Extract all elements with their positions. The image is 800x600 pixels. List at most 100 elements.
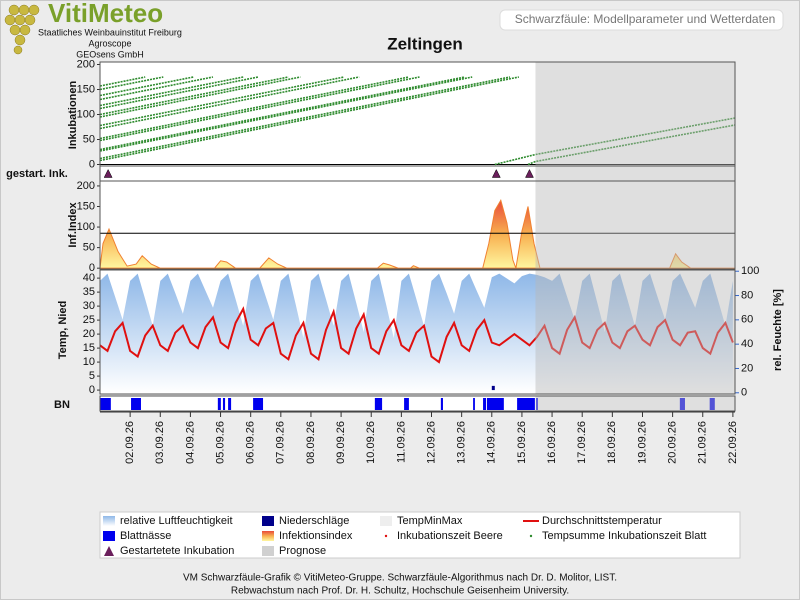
x-tick-label: 16.09.26 [546, 421, 558, 464]
x-tick-label: 06.09.26 [245, 421, 257, 464]
y-axis-label: gestart. Ink. [6, 168, 68, 180]
y-tick-label: 100 [77, 108, 95, 120]
y-tick-label: 25 [83, 314, 95, 326]
y-tick-label: 0 [89, 158, 95, 170]
leaf-wetness [679, 398, 685, 410]
x-tick-label: 07.09.26 [275, 421, 287, 464]
y-tick-label: 150 [77, 200, 95, 212]
y-axis-label: BN [54, 399, 70, 411]
leaf-wetness [517, 398, 535, 410]
y-tick-label: 200 [77, 58, 95, 70]
incubation-line [99, 76, 520, 162]
legend-label: Prognose [279, 545, 326, 557]
y-tick-label: 20 [83, 328, 95, 340]
incubation-line [99, 76, 473, 152]
y-tick-label: 50 [83, 242, 95, 254]
y2-tick-label: 80 [741, 289, 753, 301]
institution: GEOsens GmbH [76, 49, 144, 59]
x-tick-label: 09.09.26 [335, 421, 347, 464]
y2-tick-label: 20 [741, 362, 753, 374]
y-tick-label: 40 [83, 272, 95, 284]
legend-symbol [262, 516, 274, 526]
leaf-wetness [486, 398, 504, 410]
leaf-wetness [228, 398, 232, 410]
subtitle-box [499, 9, 784, 31]
legend-label: Niederschläge [279, 515, 349, 527]
institution: Staatliches Weinbauinstitut Freiburg [38, 27, 182, 37]
x-tick-label: 03.09.26 [154, 421, 166, 464]
y-axis-label: Inf.Index [67, 202, 79, 248]
leaf-wetness [536, 398, 538, 410]
legend-symbol [529, 534, 533, 538]
y-tick-label: 5 [89, 370, 95, 382]
incubation-line [99, 76, 146, 87]
legend-box [99, 511, 741, 559]
leaf-wetness [253, 398, 264, 410]
incubation-line [99, 76, 289, 116]
leaf-wetness [483, 398, 487, 410]
legend-label: Inkubationszeit Beere [397, 530, 503, 542]
incubation-line [99, 76, 511, 160]
x-tick-label: 02.09.26 [124, 421, 136, 464]
leaf-wetness [100, 398, 111, 410]
legend-label: Durchschnittstemperatur [542, 515, 662, 527]
precipitation-bar [491, 385, 495, 391]
plot-area [100, 166, 735, 181]
incubation-line [99, 76, 410, 140]
leaf-wetness [374, 398, 383, 410]
legend-symbol [380, 516, 392, 526]
temperature-line [99, 306, 734, 364]
x-tick-label: 05.09.26 [214, 421, 226, 464]
plot-border [99, 269, 736, 395]
x-tick-label: 21.09.26 [697, 421, 709, 464]
incubation-start [103, 168, 113, 178]
leaf-wetness [473, 398, 475, 410]
y-tick-label: 10 [83, 356, 95, 368]
x-tick-label: 20.09.26 [667, 421, 679, 464]
legend-label: Gestartetete Inkubation [120, 545, 234, 557]
legend-symbol [103, 516, 115, 526]
incubation-line [99, 76, 214, 101]
plot-area [100, 181, 735, 269]
logo-grapes [4, 4, 40, 55]
x-tick-label: 17.09.26 [576, 421, 588, 464]
plot-area [100, 62, 735, 166]
legend-symbol [103, 531, 115, 541]
legend-label: Tempsumme Inkubationszeit Blatt [542, 530, 706, 542]
forecast-region [535, 270, 735, 394]
incubation-line [494, 117, 736, 166]
y-tick-label: 150 [77, 83, 95, 95]
leaf-wetness [222, 398, 226, 410]
footer: VM Schwarzfäule-Grafik © VitiMeteo-Grupp… [183, 573, 617, 584]
y-axis-label: Inkubationen [67, 81, 79, 150]
incubation-start [525, 168, 534, 178]
subtitle: Schwarzfäule: Modellparameter und Wetter… [515, 12, 776, 26]
forecast-region [535, 181, 735, 269]
y2-axis-label: rel. Feuchte [%] [772, 289, 784, 371]
leaf-wetness [404, 398, 409, 410]
x-tick-label: 04.09.26 [184, 421, 196, 464]
y-tick-label: 100 [77, 221, 95, 233]
y-tick-label: 0 [89, 384, 95, 396]
legend-symbol [262, 546, 274, 556]
plot-border [99, 180, 736, 270]
institution: Agroscope [88, 38, 131, 48]
incubation-line [99, 76, 164, 91]
leaf-wetness [217, 398, 221, 410]
forecast-region [535, 166, 735, 181]
x-tick-label: 11.09.26 [395, 421, 407, 463]
legend-label: TempMinMax [397, 515, 463, 527]
legend-symbol [384, 534, 388, 538]
footer: Rebwachstum nach Prof. Dr. H. Schultz, H… [231, 586, 569, 597]
chart-title: Zeltingen [387, 34, 463, 53]
incubation-line [99, 76, 244, 107]
x-tick-label: 10.09.26 [365, 421, 377, 464]
logo-text: VitiMeteo [48, 0, 163, 28]
legend-symbol [104, 546, 114, 556]
x-tick-label: 12.09.26 [425, 421, 437, 464]
y-tick-label: 30 [83, 300, 95, 312]
leaf-wetness [131, 398, 141, 410]
legend-label: Blattnässe [120, 530, 171, 542]
y-axis-label: Temp, Nied [57, 301, 69, 359]
incubation-line [99, 76, 345, 127]
